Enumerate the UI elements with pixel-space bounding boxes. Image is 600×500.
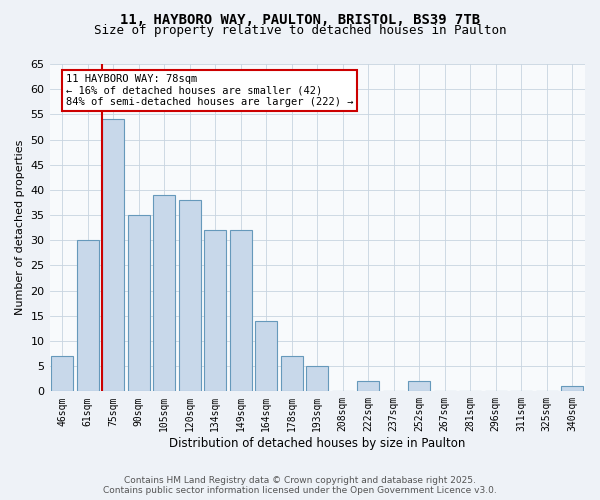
Text: Size of property relative to detached houses in Paulton: Size of property relative to detached ho…: [94, 24, 506, 37]
Bar: [77, 240, 98, 392]
Bar: [179, 200, 200, 392]
Text: 11 HAYBORO WAY: 78sqm
← 16% of detached houses are smaller (42)
84% of semi-deta: 11 HAYBORO WAY: 78sqm ← 16% of detached …: [65, 74, 353, 107]
Bar: [281, 356, 302, 392]
Bar: [409, 382, 430, 392]
Bar: [562, 386, 583, 392]
Bar: [103, 120, 124, 392]
X-axis label: Distribution of detached houses by size in Paulton: Distribution of detached houses by size …: [169, 437, 466, 450]
Bar: [307, 366, 328, 392]
Y-axis label: Number of detached properties: Number of detached properties: [15, 140, 25, 316]
Text: 11, HAYBORO WAY, PAULTON, BRISTOL, BS39 7TB: 11, HAYBORO WAY, PAULTON, BRISTOL, BS39 …: [120, 12, 480, 26]
Bar: [52, 356, 73, 392]
Bar: [154, 195, 175, 392]
Bar: [128, 215, 149, 392]
Bar: [230, 230, 251, 392]
Text: Contains HM Land Registry data © Crown copyright and database right 2025.
Contai: Contains HM Land Registry data © Crown c…: [103, 476, 497, 495]
Bar: [358, 382, 379, 392]
Bar: [256, 321, 277, 392]
Bar: [205, 230, 226, 392]
